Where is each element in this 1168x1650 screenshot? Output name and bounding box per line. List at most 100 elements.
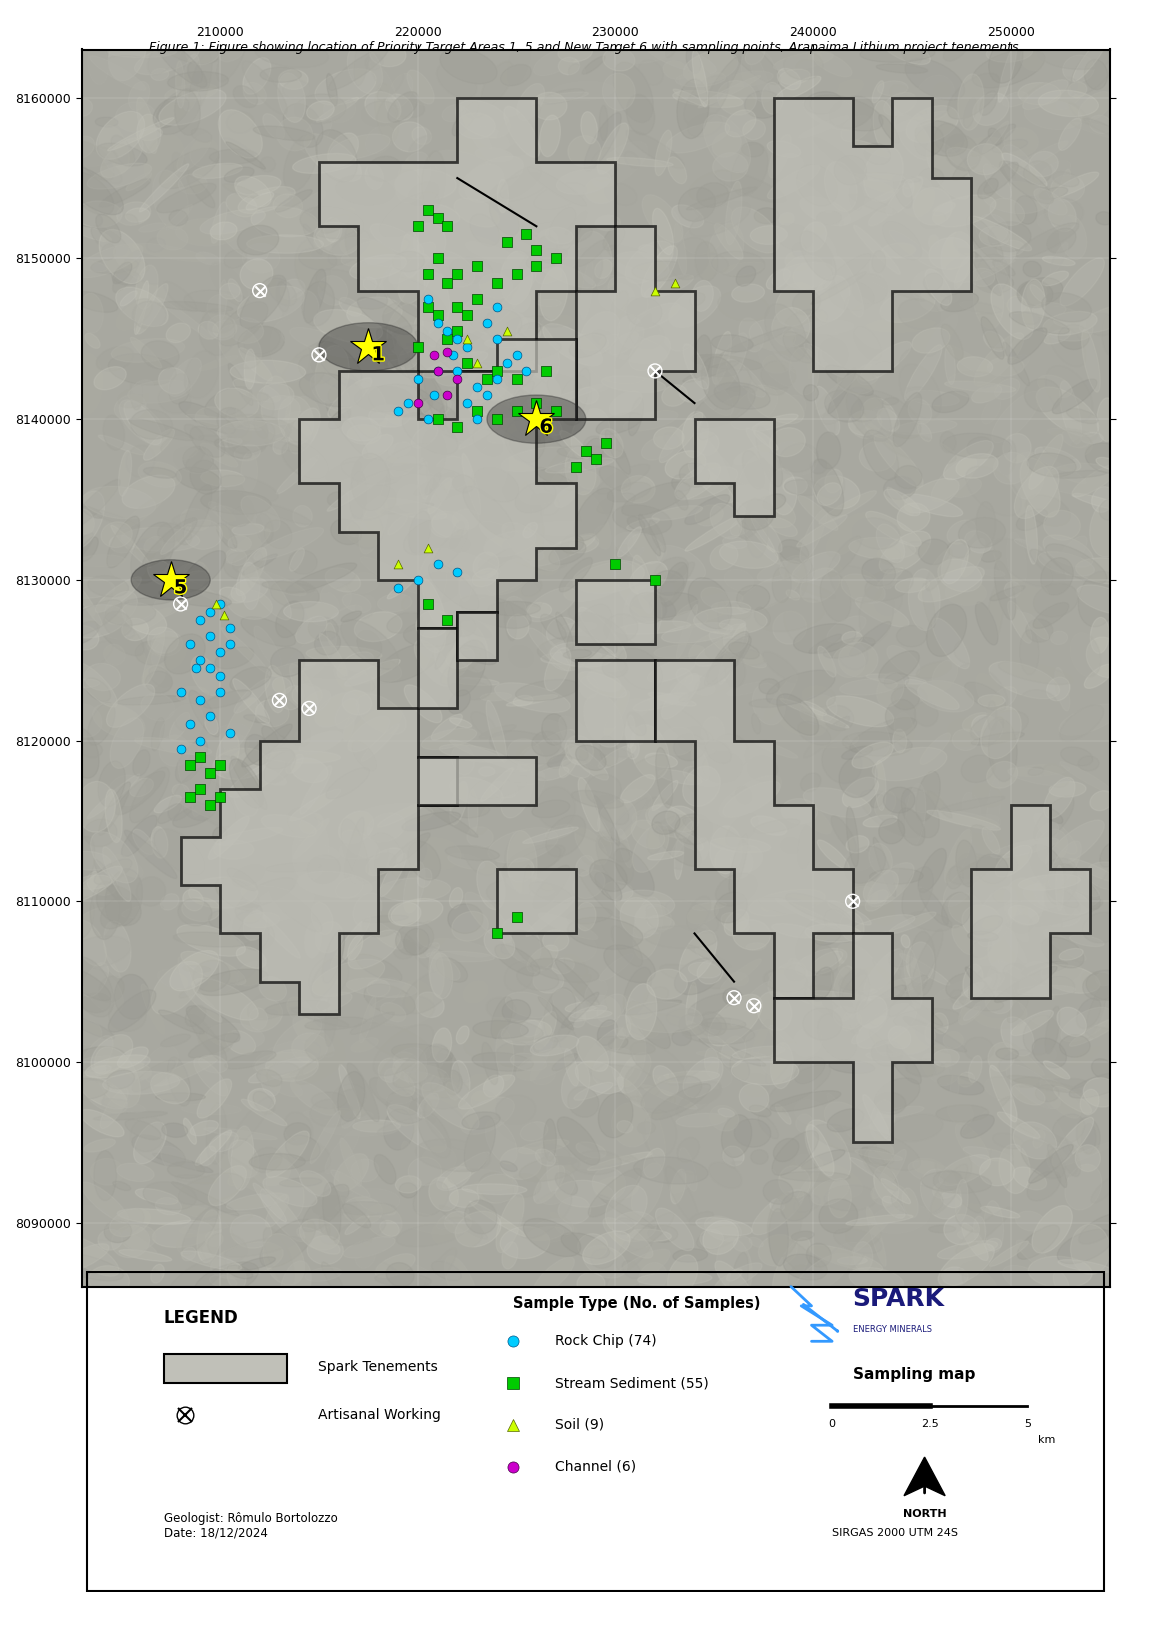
Ellipse shape (667, 1254, 697, 1295)
Ellipse shape (175, 693, 213, 731)
Ellipse shape (292, 685, 322, 706)
Ellipse shape (97, 144, 147, 167)
Ellipse shape (127, 639, 147, 683)
Ellipse shape (961, 538, 985, 577)
Ellipse shape (376, 328, 415, 378)
Ellipse shape (804, 384, 819, 401)
Ellipse shape (562, 1063, 590, 1109)
Ellipse shape (746, 942, 766, 950)
Ellipse shape (814, 475, 860, 508)
Ellipse shape (406, 69, 434, 104)
Ellipse shape (697, 183, 729, 208)
Ellipse shape (813, 51, 851, 78)
Ellipse shape (918, 848, 946, 893)
Rock Chip (74) (210, 639, 229, 665)
Ellipse shape (964, 97, 976, 129)
Ellipse shape (324, 1122, 398, 1137)
Ellipse shape (293, 505, 312, 526)
Ellipse shape (135, 541, 154, 558)
Ellipse shape (994, 538, 1054, 587)
Ellipse shape (278, 396, 314, 444)
Ellipse shape (931, 1165, 968, 1214)
Ellipse shape (328, 381, 361, 406)
Ellipse shape (534, 1011, 556, 1049)
Ellipse shape (384, 276, 446, 322)
Ellipse shape (377, 802, 425, 827)
Ellipse shape (737, 452, 778, 510)
Ellipse shape (990, 686, 1016, 710)
Ellipse shape (743, 450, 764, 488)
Ellipse shape (863, 147, 903, 201)
Ellipse shape (488, 340, 562, 361)
Ellipse shape (967, 488, 1004, 528)
Ellipse shape (884, 673, 909, 690)
Ellipse shape (941, 323, 964, 360)
Ellipse shape (750, 728, 772, 779)
Ellipse shape (63, 604, 126, 639)
Ellipse shape (262, 848, 290, 874)
Ellipse shape (626, 130, 684, 168)
Ellipse shape (609, 1036, 628, 1049)
Ellipse shape (605, 1185, 647, 1231)
Ellipse shape (625, 1002, 702, 1033)
Ellipse shape (311, 903, 333, 934)
Ellipse shape (1043, 312, 1097, 335)
Ellipse shape (99, 125, 130, 175)
Ellipse shape (679, 681, 736, 701)
Ellipse shape (183, 290, 250, 314)
Ellipse shape (858, 45, 906, 63)
Ellipse shape (918, 680, 974, 711)
Ellipse shape (1024, 380, 1062, 412)
Ellipse shape (828, 280, 874, 310)
Ellipse shape (461, 1183, 527, 1195)
Ellipse shape (495, 944, 540, 977)
Ellipse shape (465, 101, 487, 117)
Ellipse shape (639, 1262, 667, 1292)
Ellipse shape (214, 840, 253, 860)
Ellipse shape (906, 942, 934, 983)
Ellipse shape (252, 264, 276, 295)
Ellipse shape (847, 388, 891, 442)
Ellipse shape (743, 1074, 769, 1096)
Ellipse shape (181, 551, 225, 592)
Ellipse shape (1004, 581, 1021, 597)
Ellipse shape (189, 690, 220, 738)
Ellipse shape (373, 1025, 433, 1076)
Ellipse shape (293, 667, 355, 678)
Ellipse shape (1056, 865, 1064, 911)
Ellipse shape (81, 1109, 124, 1137)
Ellipse shape (1092, 487, 1114, 512)
Ellipse shape (744, 378, 757, 393)
Ellipse shape (607, 157, 673, 167)
Ellipse shape (1034, 158, 1057, 182)
Ellipse shape (216, 523, 237, 549)
Ellipse shape (565, 736, 593, 766)
Ellipse shape (262, 376, 291, 434)
Ellipse shape (822, 404, 847, 424)
Stream Sediment (55) (507, 398, 526, 424)
Ellipse shape (200, 1219, 235, 1269)
Ellipse shape (384, 442, 438, 470)
Ellipse shape (862, 172, 920, 183)
Ellipse shape (597, 1036, 655, 1054)
Ellipse shape (404, 1072, 446, 1092)
Ellipse shape (585, 978, 607, 1006)
Ellipse shape (654, 645, 704, 658)
Ellipse shape (452, 101, 479, 135)
Ellipse shape (698, 396, 743, 441)
Ellipse shape (617, 416, 642, 436)
Stream Sediment (55) (498, 229, 516, 256)
Ellipse shape (994, 549, 1023, 596)
Ellipse shape (811, 459, 827, 474)
Ellipse shape (454, 622, 488, 672)
Ellipse shape (595, 259, 612, 279)
Ellipse shape (147, 31, 186, 74)
Ellipse shape (131, 559, 210, 601)
Ellipse shape (237, 285, 305, 322)
Ellipse shape (71, 1020, 102, 1044)
Ellipse shape (450, 777, 503, 807)
Ellipse shape (877, 81, 908, 96)
Ellipse shape (976, 673, 1008, 721)
Ellipse shape (958, 356, 993, 376)
Ellipse shape (536, 299, 561, 307)
